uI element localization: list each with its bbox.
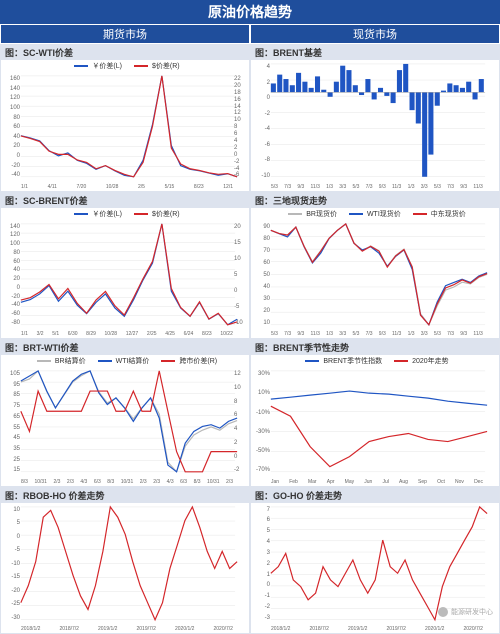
- chart-area: 9080706050403020105/37/39/311/31/33/35/3…: [251, 220, 499, 339]
- chart-panel: 图：BRT-WTI价差BR结算价WTI结算价跨市价差(R)10595857565…: [0, 339, 250, 487]
- chart-area: 76543210-1-2-32018/1/22018/7/22019/1/220…: [251, 503, 499, 634]
- panel-legend: ￥价差(L)$价差(R): [1, 60, 249, 72]
- panel-title: 图：BRENT基差: [251, 45, 499, 60]
- sub-header-row: 期货市场 现货市场: [0, 24, 500, 44]
- chart-panel: 图：RBOB-HO 价差走势1050-5-10-15-20-25-302018/…: [0, 487, 250, 634]
- main-title: 原油价格趋势: [0, 0, 500, 24]
- watermark-icon: [438, 607, 448, 617]
- panel-title: 图：BRT-WTI价差: [1, 340, 249, 355]
- col-header-spot: 现货市场: [250, 24, 500, 44]
- col-header-futures: 期货市场: [0, 24, 250, 44]
- panel-legend: ￥价差(L)$价差(R): [1, 208, 249, 220]
- chart-panel: 图：GO-HO 价差走势76543210-1-2-32018/1/22018/7…: [250, 487, 500, 634]
- panel-title: 图：三地现货走势: [251, 193, 499, 208]
- panel-legend: BR结算价WTI结算价跨市价差(R): [1, 355, 249, 367]
- panel-legend: BR现货价WTI现货价中东现货价: [251, 208, 499, 220]
- chart-area: 105958575655545352515121086420-28/310/31…: [1, 367, 249, 486]
- chart-area: 30%10%-10%-30%-50%-70%JanFebMarAprMayJun…: [251, 367, 499, 486]
- panel-title: 图：SC-BRENT价差: [1, 193, 249, 208]
- chart-panel: 图：SC-WTI价差￥价差(L)$价差(R)160140120100806040…: [0, 44, 250, 192]
- watermark: 能源研发中心: [438, 607, 493, 617]
- chart-panel: 图：三地现货走势BR现货价WTI现货价中东现货价9080706050403020…: [250, 192, 500, 340]
- panel-title: 图：BRENT季节性走势: [251, 340, 499, 355]
- chart-panel: 图：BRENT季节性走势BRENT季节性指数2020年走势30%10%-10%-…: [250, 339, 500, 487]
- chart-area: 140120100806040200-20-40-60-8020151050-5…: [1, 220, 249, 339]
- chart-area: 160140120100806040200-20-402220181614121…: [1, 72, 249, 191]
- panel-title: 图：GO-HO 价差走势: [251, 488, 499, 503]
- chart-area: 420-2-4-6-8-105/37/39/311/31/33/35/37/39…: [251, 60, 499, 191]
- chart-grid: 图：SC-WTI价差￥价差(L)$价差(R)160140120100806040…: [0, 44, 500, 634]
- chart-panel: 图：BRENT基差420-2-4-6-8-105/37/39/311/31/33…: [250, 44, 500, 192]
- chart-panel: 图：SC-BRENT价差￥价差(L)$价差(R)1401201008060402…: [0, 192, 250, 340]
- panel-title: 图：SC-WTI价差: [1, 45, 249, 60]
- panel-title: 图：RBOB-HO 价差走势: [1, 488, 249, 503]
- chart-area: 1050-5-10-15-20-25-302018/1/22018/7/2201…: [1, 503, 249, 634]
- panel-legend: BRENT季节性指数2020年走势: [251, 355, 499, 367]
